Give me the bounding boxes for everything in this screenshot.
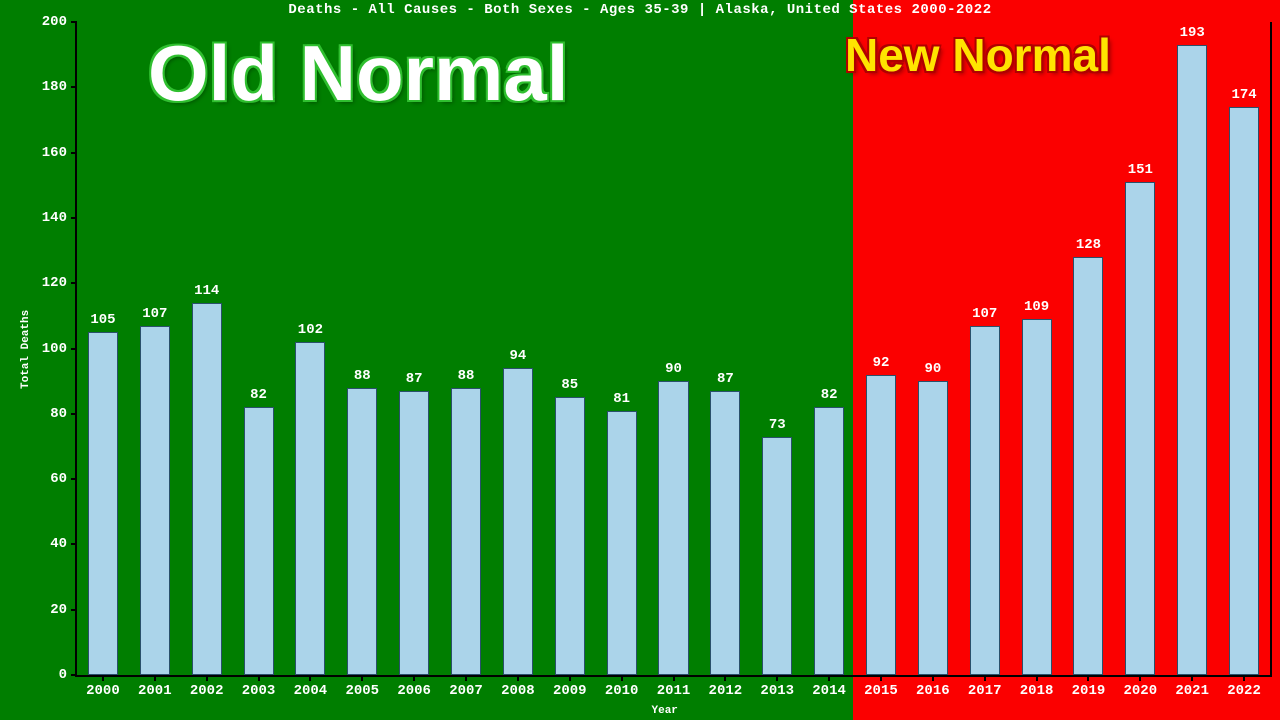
x-tick — [309, 675, 311, 681]
bar-value-label: 81 — [592, 391, 652, 407]
bar-value-label: 82 — [229, 387, 289, 403]
x-axis-label: Year — [652, 705, 678, 717]
bar-value-label: 82 — [799, 387, 859, 403]
bar-value-label: 87 — [695, 371, 755, 387]
y-tick — [71, 478, 77, 480]
y-tick-label: 40 — [50, 536, 67, 552]
bar-value-label: 193 — [1162, 25, 1222, 41]
x-tick — [1036, 675, 1038, 681]
y-tick-label: 200 — [42, 14, 67, 30]
chart-stage: Deaths - All Causes - Both Sexes - Ages … — [0, 0, 1280, 720]
bar — [607, 411, 637, 675]
bar — [451, 388, 481, 675]
x-tick — [1087, 675, 1089, 681]
x-tick — [206, 675, 208, 681]
bar — [1073, 257, 1103, 675]
bar — [1177, 45, 1207, 675]
y-tick-label: 140 — [42, 210, 67, 226]
bar — [347, 388, 377, 675]
y-tick-label: 20 — [50, 602, 67, 618]
bar — [1125, 182, 1155, 675]
chart-title: Deaths - All Causes - Both Sexes - Ages … — [0, 2, 1280, 18]
y-tick-label: 120 — [42, 275, 67, 291]
bar — [244, 407, 274, 675]
x-tick — [1243, 675, 1245, 681]
x-tick — [673, 675, 675, 681]
bar-value-label: 107 — [125, 306, 185, 322]
x-tick — [569, 675, 571, 681]
x-tick — [828, 675, 830, 681]
bar-value-label: 94 — [488, 348, 548, 364]
x-tick — [361, 675, 363, 681]
x-tick — [621, 675, 623, 681]
bar — [295, 342, 325, 675]
x-tick — [1191, 675, 1193, 681]
y-tick — [71, 609, 77, 611]
x-tick — [102, 675, 104, 681]
y-tick — [71, 674, 77, 676]
bar-value-label: 114 — [177, 283, 237, 299]
y-tick-label: 0 — [59, 667, 67, 683]
bar-value-label: 128 — [1058, 237, 1118, 253]
bar-value-label: 102 — [280, 322, 340, 338]
overlay-new-normal: New Normal — [845, 28, 1111, 82]
x-tick — [984, 675, 986, 681]
y-axis-label: Total Deaths — [20, 309, 32, 388]
y-tick — [71, 348, 77, 350]
x-tick — [413, 675, 415, 681]
x-tick — [724, 675, 726, 681]
bar-value-label: 90 — [903, 361, 963, 377]
y-tick — [71, 21, 77, 23]
x-tick — [880, 675, 882, 681]
bar — [762, 437, 792, 675]
x-tick — [465, 675, 467, 681]
bar-value-label: 88 — [436, 368, 496, 384]
bar — [1229, 107, 1259, 675]
y-tick-label: 160 — [42, 145, 67, 161]
x-tick — [932, 675, 934, 681]
bar — [710, 391, 740, 675]
bar-value-label: 73 — [747, 417, 807, 433]
bar — [555, 397, 585, 675]
bar — [1022, 319, 1052, 675]
y-tick — [71, 282, 77, 284]
bar — [814, 407, 844, 675]
x-tick — [1139, 675, 1141, 681]
bar-value-label: 174 — [1214, 87, 1274, 103]
bar — [503, 368, 533, 675]
y-tick-label: 80 — [50, 406, 67, 422]
bar — [192, 303, 222, 675]
bar — [970, 326, 1000, 675]
x-tick-label: 2022 — [1214, 683, 1274, 699]
bar — [140, 326, 170, 675]
y-tick — [71, 86, 77, 88]
x-tick — [776, 675, 778, 681]
bar-value-label: 151 — [1110, 162, 1170, 178]
y-tick-label: 180 — [42, 79, 67, 95]
bar — [866, 375, 896, 675]
y-tick-label: 100 — [42, 341, 67, 357]
y-tick — [71, 543, 77, 545]
y-tick — [71, 217, 77, 219]
bar — [918, 381, 948, 675]
plot-area: 0204060801001201401601802001052000107200… — [75, 22, 1272, 677]
bar — [88, 332, 118, 675]
y-tick — [71, 413, 77, 415]
y-tick-label: 60 — [50, 471, 67, 487]
overlay-old-normal: Old Normal — [148, 28, 568, 119]
bar — [658, 381, 688, 675]
x-tick — [258, 675, 260, 681]
bar — [399, 391, 429, 675]
bar-value-label: 109 — [1007, 299, 1067, 315]
x-tick — [154, 675, 156, 681]
x-tick — [517, 675, 519, 681]
y-tick — [71, 152, 77, 154]
